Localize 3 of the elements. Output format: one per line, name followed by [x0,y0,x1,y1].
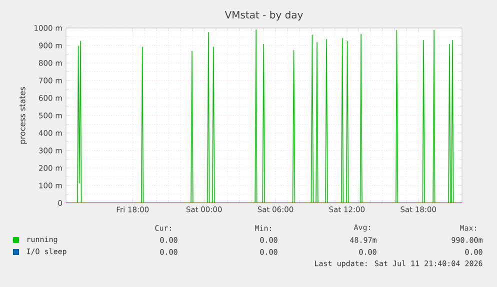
line-series [66,29,462,203]
y-axis-title: process states [20,87,27,144]
chart-title: VMstat - by day [224,10,303,20]
